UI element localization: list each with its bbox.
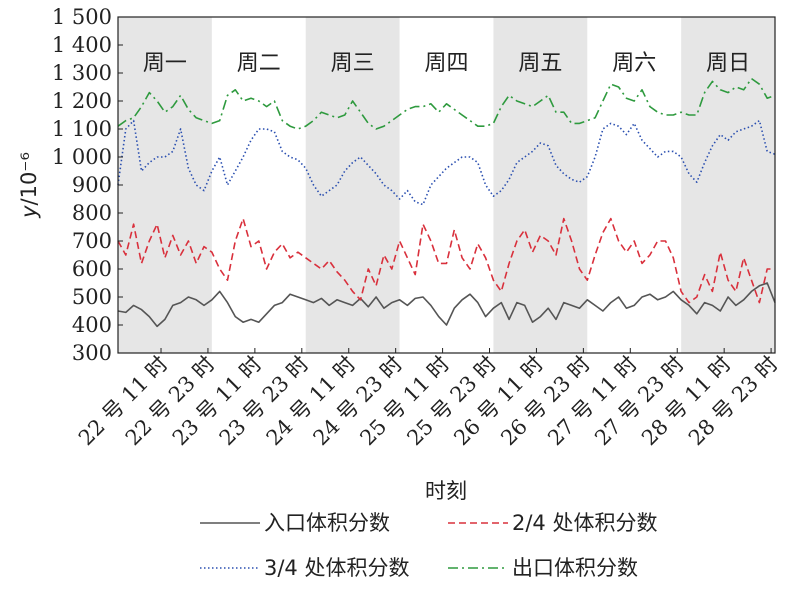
y-tick-label: 1 300 xyxy=(52,61,112,85)
day-band-label: 周一 xyxy=(143,51,187,76)
y-axis-title-symbol: y xyxy=(17,205,41,219)
y-tick-label: 900 xyxy=(72,173,112,197)
x-axis: 22 号 11 时22 号 23 时23 号 11 时23 号 23 时24 号… xyxy=(74,348,783,450)
day-band-label: 周五 xyxy=(518,51,562,76)
day-band-label: 周六 xyxy=(612,51,656,76)
y-tick-label: 1 200 xyxy=(52,89,112,113)
y-tick-label: 300 xyxy=(72,341,112,365)
y-tick-label: 600 xyxy=(72,257,112,281)
y-tick-label: 400 xyxy=(72,313,112,337)
legend: 入口体积分数 2/4 处体积分数 3/4 处体积分数 出口体积分数 xyxy=(200,511,657,580)
y-tick-label: 700 xyxy=(72,229,112,253)
day-band-label: 周日 xyxy=(706,51,750,76)
y-tick-label: 800 xyxy=(72,201,112,225)
legend-label-2: 3/4 处体积分数 xyxy=(264,556,409,580)
series-line-3 xyxy=(117,77,776,130)
legend-label-1: 2/4 处体积分数 xyxy=(512,511,657,535)
series-lines xyxy=(117,77,776,328)
y-axis-title: y/10⁻⁶ xyxy=(17,152,41,219)
series-line-0 xyxy=(117,282,776,328)
day-band-label: 周二 xyxy=(237,51,281,76)
y-tick-label: 1 100 xyxy=(52,117,112,141)
series-line-2 xyxy=(117,119,776,206)
y-tick-label: 500 xyxy=(72,285,112,309)
y-tick-label: 1 000 xyxy=(52,145,112,169)
y-tick-label: 1 500 xyxy=(52,5,112,29)
y-axis: 300 400 500 600 700 800 900 1 000 1 100 1 200 1 30… xyxy=(52,5,123,365)
day-band-shade xyxy=(493,17,588,353)
day-band-shade xyxy=(305,17,400,353)
day-band-label: 周四 xyxy=(424,51,468,76)
y-axis-title-unit: /10⁻⁶ xyxy=(17,152,41,205)
y-tick-label: 1 400 xyxy=(52,33,112,57)
x-axis-title: 时刻 xyxy=(425,479,467,503)
day-band-labels: 周一 周二 周三 周四 周五 周六 周日 xyxy=(143,51,750,76)
day-band-shade xyxy=(118,17,212,353)
legend-label-3: 出口体积分数 xyxy=(512,556,638,580)
series-line-1 xyxy=(117,217,775,304)
day-band-label: 周三 xyxy=(331,51,375,76)
legend-label-0: 入口体积分数 xyxy=(264,511,390,535)
